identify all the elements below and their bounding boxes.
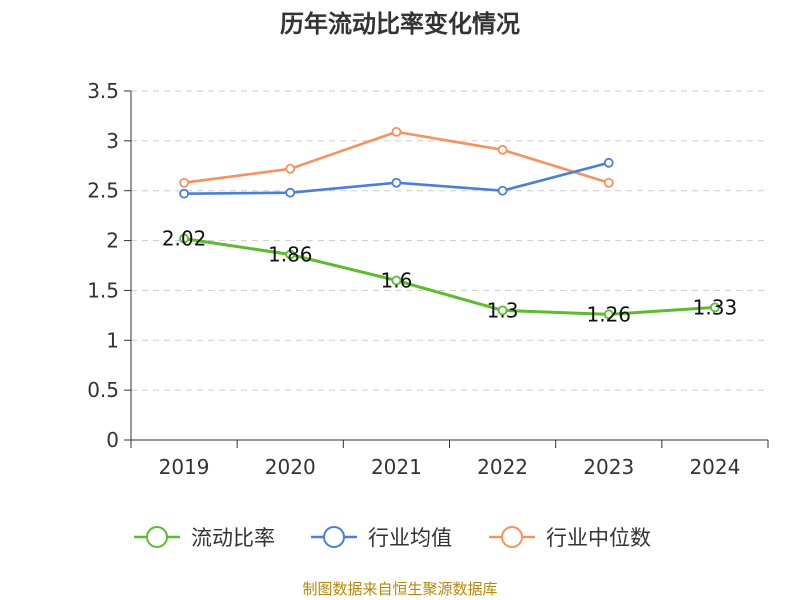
- data-point[interactable]: [179, 188, 189, 199]
- y-tick-label: 1: [106, 328, 119, 352]
- y-tick-label: 0.5: [87, 378, 119, 402]
- data-point[interactable]: [179, 233, 189, 244]
- data-label: 1.86: [268, 243, 313, 267]
- legend[interactable]: 流动比率 行业均值 行业中位数: [134, 526, 651, 550]
- data-point[interactable]: [603, 157, 614, 168]
- data-point[interactable]: [285, 249, 296, 260]
- series-line-2: [183, 130, 610, 184]
- data-point[interactable]: [285, 163, 296, 174]
- y-tick-label: 2.5: [87, 179, 119, 203]
- y-tick-labels: 0 0.5 1 1.5 2 2.5 3 3.5: [87, 79, 119, 452]
- y-tick-label: 3.5: [87, 79, 119, 103]
- y-tick-label: 3: [106, 129, 119, 153]
- chart-title: 历年流动比率变化情况: [280, 10, 520, 38]
- legend-marker-icon: [501, 526, 523, 548]
- x-tick-labels: 2019 2020 2021 2022 2023 2024: [159, 455, 741, 479]
- data-point[interactable]: [285, 187, 296, 198]
- data-label: 1.26: [586, 302, 631, 326]
- data-point[interactable]: [391, 126, 402, 137]
- data-point[interactable]: [603, 177, 614, 188]
- x-tick-label-2023: 2023: [583, 455, 634, 479]
- data-label: 1.3: [487, 298, 519, 322]
- data-point[interactable]: [391, 275, 402, 286]
- series-line-0: [183, 237, 715, 316]
- y-tick-label: 2: [106, 229, 119, 253]
- x-tick-label-2020: 2020: [265, 455, 316, 479]
- data-point[interactable]: [391, 177, 402, 188]
- legend-marker-icon: [323, 526, 345, 548]
- x-tick-label-2022: 2022: [477, 455, 528, 479]
- data-label: 1.33: [693, 295, 738, 319]
- data-point[interactable]: [497, 305, 508, 316]
- legend-item-0[interactable]: 流动比率: [134, 526, 275, 550]
- axes: [124, 90, 769, 448]
- data-point[interactable]: [710, 302, 720, 313]
- data-point[interactable]: [603, 309, 614, 320]
- y-tick-label: 1.5: [87, 278, 119, 302]
- data-point[interactable]: [497, 185, 508, 196]
- data-label: 2.02: [162, 227, 207, 251]
- legend-label: 流动比率: [191, 526, 275, 550]
- x-tick-label-2019: 2019: [159, 455, 210, 479]
- x-tick-label-2021: 2021: [371, 455, 422, 479]
- data-label: 1.6: [381, 268, 413, 292]
- data-source-note: 制图数据来自恒生聚源数据库: [302, 580, 498, 598]
- series-lines: [179, 126, 720, 320]
- data-point[interactable]: [179, 177, 189, 188]
- legend-item-1[interactable]: 行业均值: [311, 526, 452, 550]
- data-point[interactable]: [497, 144, 508, 155]
- legend-label: 行业中位数: [546, 526, 651, 550]
- legend-marker-icon: [146, 526, 168, 548]
- y-tick-label: 0: [106, 428, 119, 452]
- legend-label: 行业均值: [368, 526, 452, 550]
- grid-lines: [131, 90, 768, 391]
- legend-item-2[interactable]: 行业中位数: [489, 526, 651, 550]
- data-labels: 2.02 1.86 1.6 1.3 1.26 1.33: [162, 227, 737, 327]
- x-tick-label-2024: 2024: [689, 455, 740, 479]
